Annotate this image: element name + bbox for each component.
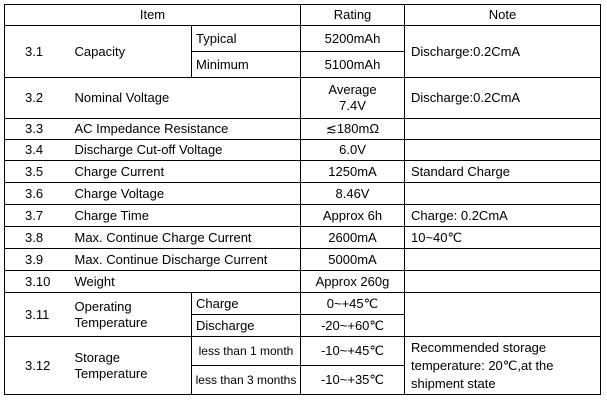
table-row: 3.6 Charge Voltage 8.46V	[4, 182, 601, 205]
note-value	[404, 292, 601, 337]
row-number: 3.10	[4, 270, 71, 293]
row-label: Charge Current	[70, 160, 301, 183]
rating-value: 6.0V	[300, 139, 405, 161]
row-number: 3.12	[4, 336, 71, 395]
row-label: Charge Voltage	[70, 182, 301, 205]
rating-value: 5100mAh	[300, 51, 405, 78]
table-header-row: Item Rating Note	[4, 4, 601, 26]
row-label-line: Operating	[74, 298, 132, 314]
note-value: Standard Charge	[404, 160, 601, 183]
note-value	[404, 182, 601, 205]
note-value: Recommended storage temperature: 20℃,at …	[404, 336, 601, 395]
row-label: Nominal Voltage	[70, 77, 301, 119]
note-value: 10~40℃	[404, 226, 601, 249]
table-row: 3.2 Nominal Voltage Average 7.4V Dischar…	[4, 77, 601, 119]
note-value	[404, 270, 601, 293]
row-label: AC Impedance Resistance	[70, 118, 301, 140]
sub-label: less than 3 months	[191, 365, 301, 395]
sub-label: Charge	[191, 292, 301, 315]
rating-value: 1250mA	[300, 160, 405, 183]
table-row: 3.9 Max. Continue Discharge Current 5000…	[4, 248, 601, 271]
note-value: Discharge:0.2CmA	[404, 77, 601, 119]
header-item: Item	[4, 4, 301, 26]
rating-value: Average 7.4V	[300, 77, 405, 119]
table-row: 3.11 Operating Temperature Charge 0~+45℃	[4, 292, 601, 337]
rating-value: -10~+45℃	[300, 336, 405, 366]
row-number: 3.6	[4, 182, 71, 205]
sub-label: Minimum	[191, 51, 301, 78]
row-label: Max. Continue Discharge Current	[70, 248, 301, 271]
spec-table-container: Item Rating Note 3.1 Capacity Typical 52…	[4, 4, 601, 395]
header-rating: Rating	[300, 4, 405, 26]
row-number: 3.5	[4, 160, 71, 183]
rating-value: 5000mA	[300, 248, 405, 271]
rating-value: ≲180mΩ	[300, 118, 405, 140]
row-label: Max. Continue Charge Current	[70, 226, 301, 249]
sub-label: Discharge	[191, 314, 301, 337]
rating-line: 7.4V	[339, 98, 366, 113]
row-label: Operating Temperature	[70, 292, 192, 337]
rating-value: Approx 260g	[300, 270, 405, 293]
table-row: 3.1 Capacity Typical 5200mAh Discharge:0…	[4, 25, 601, 78]
table-row: 3.8 Max. Continue Charge Current 2600mA …	[4, 226, 601, 249]
note-value: Charge: 0.2CmA	[404, 204, 601, 227]
note-value	[404, 118, 601, 140]
row-number: 3.9	[4, 248, 71, 271]
table-row: Minimum 5100mAh	[5, 51, 601, 78]
row-number: 3.3	[4, 118, 71, 140]
rating-value: 5200mAh	[300, 25, 405, 52]
table-row: 3.7 Charge Time Approx 6h Charge: 0.2CmA	[4, 204, 601, 227]
row-label-line: Temperature	[74, 314, 148, 330]
row-number: 3.1	[4, 25, 71, 78]
battery-spec-table: Item Rating Note 3.1 Capacity Typical 52…	[4, 4, 601, 395]
note-value: Discharge:0.2CmA	[404, 25, 601, 78]
table-row: 3.4 Discharge Cut-off Voltage 6.0V	[4, 139, 601, 161]
table-row: less than 3 months -10~+35℃	[5, 365, 601, 395]
rating-value: Approx 6h	[300, 204, 405, 227]
row-number: 3.11	[4, 292, 71, 337]
row-label: Charge Time	[70, 204, 301, 227]
sub-label: less than 1 month	[191, 336, 301, 366]
header-note: Note	[404, 4, 601, 26]
table-row: 3.3 AC Impedance Resistance ≲180mΩ	[4, 118, 601, 140]
note-value	[404, 139, 601, 161]
row-label-line: Temperature	[74, 365, 148, 381]
row-label-line: Storage	[74, 349, 121, 365]
sub-label: Typical	[191, 25, 301, 52]
rating-value: -20~+60℃	[300, 314, 405, 337]
note-value	[404, 248, 601, 271]
row-label: Weight	[70, 270, 301, 293]
rating-line: Average	[328, 82, 377, 97]
row-label: Storage Temperature	[70, 336, 192, 395]
rating-value: -10~+35℃	[300, 365, 405, 395]
table-row: 3.10 Weight Approx 260g	[4, 270, 601, 293]
row-label: Capacity	[70, 25, 192, 78]
row-label: Discharge Cut-off Voltage	[70, 139, 301, 161]
rating-value: 8.46V	[300, 182, 405, 205]
rating-value: 0~+45℃	[300, 292, 405, 315]
table-row: 3.12 Storage Temperature less than 1 mon…	[4, 336, 601, 395]
row-number: 3.2	[4, 77, 71, 119]
row-number: 3.7	[4, 204, 71, 227]
rating-value: 2600mA	[300, 226, 405, 249]
row-number: 3.4	[4, 139, 71, 161]
table-row: 3.5 Charge Current 1250mA Standard Charg…	[4, 160, 601, 183]
row-number: 3.8	[4, 226, 71, 249]
